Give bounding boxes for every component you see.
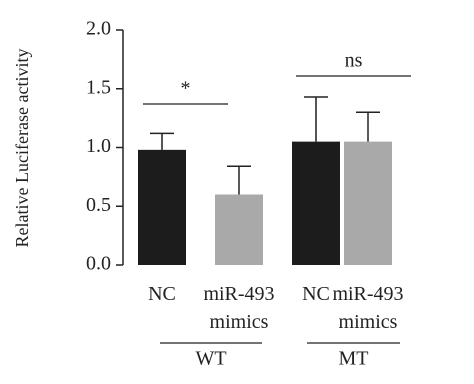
bar bbox=[344, 141, 392, 265]
significance-label: ns bbox=[345, 50, 363, 72]
y-tick-label: 0.5 bbox=[86, 194, 111, 216]
bar bbox=[292, 141, 340, 265]
group-label: WT bbox=[195, 348, 226, 370]
y-tick-label: 1.0 bbox=[86, 135, 111, 157]
x-tick-label: NC bbox=[302, 283, 330, 305]
significance-label: * bbox=[181, 78, 191, 100]
bar bbox=[138, 149, 186, 265]
x-tick-label: miR-493 mimics bbox=[332, 283, 404, 333]
y-tick-label: 1.5 bbox=[86, 76, 111, 98]
y-axis-label: Relative Luciferase activity bbox=[12, 49, 32, 248]
y-tick-label: 0.0 bbox=[86, 253, 111, 275]
group-label: MT bbox=[339, 348, 369, 370]
bar bbox=[215, 194, 263, 265]
y-tick-label: 2.0 bbox=[86, 18, 111, 40]
x-tick-label: miR-493 mimics bbox=[203, 283, 275, 333]
x-tick-label: NC bbox=[148, 283, 176, 305]
